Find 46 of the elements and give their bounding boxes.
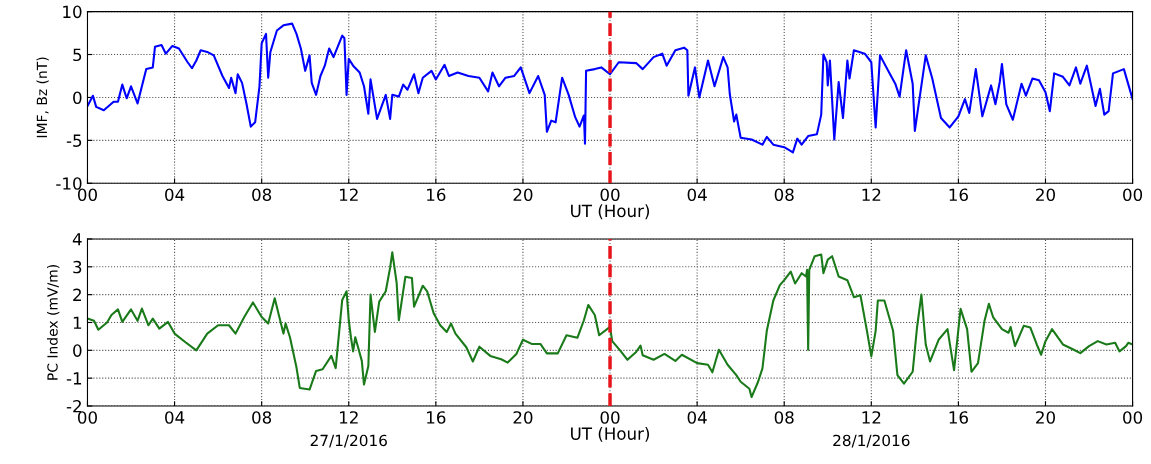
x-tick-label: 00 <box>77 188 97 202</box>
x-tick-label: 04 <box>165 411 185 424</box>
y-tick-label: 10 <box>63 5 82 19</box>
x-axis-title: UT (Hour) <box>571 427 650 442</box>
y-axis-title: IMF, Bz (nT) <box>36 57 49 138</box>
y-tick-label: 0 <box>73 344 82 357</box>
y-tick-label: -1 <box>66 372 82 385</box>
x-tick-label: 16 <box>949 188 968 202</box>
x-tick-label: 08 <box>252 188 272 202</box>
x-tick-label: 00 <box>1123 188 1143 202</box>
y-tick-label: 2 <box>73 288 81 301</box>
x-tick-label: 12 <box>339 411 358 424</box>
y-tick-label: 0 <box>73 91 82 105</box>
x-axis-title: UT (Hour) <box>571 204 650 220</box>
x-tick-label: 16 <box>949 411 968 424</box>
y-tick-label: 4 <box>72 233 82 246</box>
x-tick-label: 20 <box>1036 188 1055 202</box>
text: 27/1/2016 <box>310 434 387 448</box>
y-tick-label: 3 <box>73 260 82 274</box>
y-tick-label: -5 <box>66 134 82 147</box>
x-tick-label: 20 <box>513 188 533 202</box>
text: 28/1/2016 <box>833 434 910 448</box>
x-tick-label: 16 <box>427 411 446 424</box>
x-tick-label: 12 <box>339 188 358 201</box>
y-tick-label: -10 <box>56 177 82 190</box>
x-tick-label: 12 <box>862 188 881 201</box>
y-axis-title: PC Index (mV/m) <box>47 265 60 380</box>
x-tick-label: 20 <box>513 411 533 424</box>
x-tick-label: 04 <box>687 188 707 202</box>
x-tick-label: 00 <box>77 411 97 424</box>
x-tick-label: 00 <box>600 188 620 202</box>
line-series <box>87 251 1133 399</box>
x-tick-label: 08 <box>252 411 272 424</box>
line-series <box>87 22 1133 154</box>
x-tick-label: 04 <box>687 411 707 424</box>
x-tick-label: 04 <box>165 188 185 202</box>
y-tick-label: -2 <box>66 399 81 413</box>
y-tick-label: 1 <box>73 316 82 329</box>
x-tick-label: 16 <box>427 188 446 202</box>
x-tick-label: 20 <box>1036 411 1055 424</box>
x-tick-label: 08 <box>774 411 794 424</box>
x-tick-label: 00 <box>1123 411 1143 424</box>
y-tick-label: 5 <box>73 48 82 62</box>
x-tick-label: 08 <box>774 188 794 202</box>
x-tick-label: 00 <box>600 411 620 424</box>
x-tick-label: 12 <box>862 411 881 424</box>
